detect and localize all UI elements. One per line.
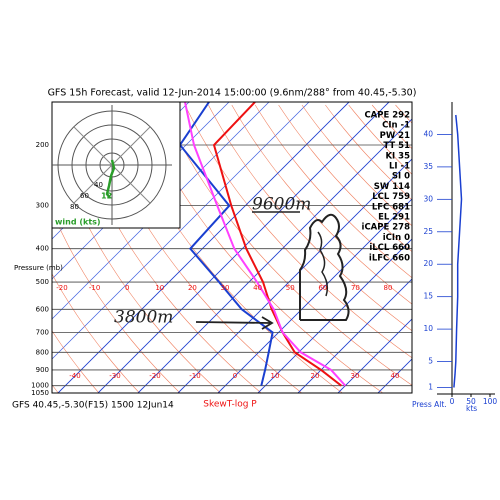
x-tick-label: 0 bbox=[233, 372, 237, 380]
x-tick-label: 30 bbox=[351, 372, 360, 380]
x-tick-label: 0 bbox=[450, 397, 455, 406]
level-label: 12 bbox=[101, 192, 112, 201]
ring-label: 80 bbox=[70, 203, 79, 211]
index: LI -1 bbox=[389, 162, 410, 172]
index: KI 35 bbox=[385, 151, 410, 161]
profile-line bbox=[184, 102, 347, 387]
x-tick-label: 10 bbox=[271, 372, 280, 380]
y-tick-label: 20 bbox=[423, 259, 433, 268]
x-tick-label: -20 bbox=[149, 372, 160, 380]
y-tick-label: 600 bbox=[36, 305, 49, 313]
y-tick-label: 1 bbox=[428, 383, 433, 392]
arrow bbox=[195, 316, 274, 330]
dry-adiabat bbox=[52, 330, 100, 393]
y-tick-label: 400 bbox=[36, 245, 49, 253]
grid-line bbox=[97, 102, 390, 393]
grid-line bbox=[337, 318, 412, 393]
index: iLCL 660 bbox=[369, 243, 410, 253]
footer: GFS 40.45,-5.30(F15) 1500 12Jun14 bbox=[12, 401, 174, 411]
hodograph: 40 60 80 12 wind (kts) bbox=[51, 101, 181, 229]
index: TT 51 bbox=[383, 141, 410, 151]
hodograph-trace bbox=[105, 159, 116, 199]
grid-line bbox=[217, 198, 412, 393]
annotation: 3800m bbox=[114, 308, 173, 328]
index: iLFC 660 bbox=[369, 253, 410, 263]
ring-label: 40 bbox=[94, 181, 103, 189]
grid-line bbox=[57, 102, 350, 393]
y-tick-label: 300 bbox=[36, 202, 49, 210]
y-tick-label: 40 bbox=[423, 129, 433, 138]
y-tick-label: 5 bbox=[428, 357, 433, 366]
ring-label: 60 bbox=[80, 192, 89, 200]
title: GFS 15h Forecast, valid 12-Jun-2014 15:0… bbox=[48, 88, 417, 99]
y-tick-label: 700 bbox=[36, 328, 49, 336]
adiabat-label: 70 bbox=[351, 284, 360, 292]
index: iCAPE 278 bbox=[362, 223, 411, 233]
grid-line bbox=[137, 118, 412, 393]
adiabat-label: 60 bbox=[318, 284, 327, 292]
y-axis-label: Press Alt. bbox=[412, 400, 447, 409]
dry-adiabat bbox=[325, 104, 412, 201]
isotherm bbox=[52, 102, 270, 320]
grid-line bbox=[177, 158, 412, 393]
profile-line bbox=[212, 102, 342, 387]
adiabat-label: 0 bbox=[125, 284, 129, 292]
plot-area bbox=[52, 102, 412, 393]
y-tick-label: 800 bbox=[36, 348, 49, 356]
y-tick-label: 1000 bbox=[31, 382, 49, 390]
y-tick-label: 500 bbox=[36, 278, 49, 286]
grid-line bbox=[297, 278, 412, 393]
adiabat-label: -20 bbox=[56, 284, 67, 292]
y-axis-label: Pressure (mb) bbox=[14, 264, 63, 272]
index: EL 291 bbox=[378, 213, 410, 223]
x-axis-label: kts bbox=[466, 404, 477, 413]
dry-adiabat bbox=[348, 104, 412, 175]
cloud-sketch bbox=[299, 213, 350, 321]
plot-frame bbox=[51, 101, 413, 394]
x-tick-label: 100 bbox=[483, 397, 498, 406]
index: CAPE 292 bbox=[364, 111, 410, 121]
y-tick-label: 10 bbox=[423, 324, 433, 333]
y-tick-label: 35 bbox=[423, 162, 433, 171]
adiabat-label: 50 bbox=[286, 284, 295, 292]
y-tick-label: 30 bbox=[423, 194, 433, 203]
cloud-sketch bbox=[317, 231, 329, 297]
x-tick-label: -10 bbox=[189, 372, 200, 380]
annotation: 9600m bbox=[252, 195, 311, 215]
subtitle: SkewT-log P bbox=[203, 400, 257, 410]
y-tick-label: 15 bbox=[423, 292, 433, 301]
x-tick-label: -30 bbox=[109, 372, 120, 380]
adiabat-label: 80 bbox=[384, 284, 393, 292]
x-tick-label: 20 bbox=[311, 372, 320, 380]
x-tick-label: 40 bbox=[391, 372, 400, 380]
index: LFC 681 bbox=[372, 202, 410, 212]
index: LCL 759 bbox=[372, 192, 410, 202]
y-tick-label: 1050 bbox=[31, 389, 49, 397]
y-tick-label: 900 bbox=[36, 366, 49, 374]
index: SW 114 bbox=[374, 182, 410, 192]
adiabat-label: 20 bbox=[188, 284, 197, 292]
grid-line bbox=[257, 238, 412, 393]
y-tick-label: 25 bbox=[423, 227, 433, 236]
hodograph-title: wind (kts) bbox=[55, 218, 101, 227]
index: iCIn 0 bbox=[383, 233, 410, 243]
adiabat-label: 30 bbox=[221, 284, 230, 292]
wind-speed-line bbox=[453, 114, 463, 388]
y-tick-label: 200 bbox=[36, 141, 49, 149]
dry-adiabat bbox=[52, 273, 140, 393]
adiabat-label: 10 bbox=[155, 284, 164, 292]
dry-adiabat bbox=[301, 104, 412, 227]
index: SI 0 bbox=[392, 172, 410, 182]
index: CIn -1 bbox=[382, 121, 410, 131]
adiabat-label: -10 bbox=[89, 284, 100, 292]
hand-annotations: 9600m 3800m bbox=[114, 195, 350, 330]
index: PW 21 bbox=[380, 131, 410, 141]
x-tick-label: -40 bbox=[69, 372, 80, 380]
x-tick-label: 50 bbox=[466, 397, 476, 406]
adiabat-label: 40 bbox=[253, 284, 262, 292]
